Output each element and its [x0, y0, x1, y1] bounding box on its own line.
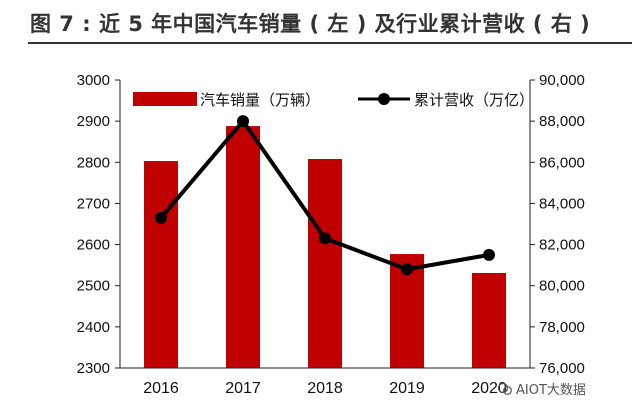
x-tick-label-2017: 2017 — [225, 380, 261, 397]
revenue-point-2016 — [155, 212, 167, 224]
revenue-point-2018 — [319, 232, 331, 244]
legend: 汽车销量（万辆） 累计营收（万亿） — [133, 91, 534, 109]
x-tick-label-2019: 2019 — [389, 380, 425, 397]
left-tick-label: 2400 — [77, 319, 110, 336]
bars-layer — [144, 126, 506, 368]
bar-2017 — [226, 126, 260, 368]
revenue-point-2019 — [401, 263, 413, 275]
legend-line-marker — [378, 93, 390, 105]
right-tick-label: 76,000 — [539, 360, 585, 377]
legend-line-label: 累计营收（万亿） — [414, 91, 534, 109]
revenue-point-2020 — [483, 249, 495, 261]
bar-2020 — [472, 273, 506, 368]
left-tick-label: 2600 — [77, 237, 110, 254]
left-tick-label: 3000 — [77, 72, 110, 89]
combo-chart: 2300 2400 2500 2600 2700 2800 2900 3000 76,000 78… — [0, 0, 640, 411]
left-tick-label: 2500 — [77, 278, 110, 295]
legend-bar-label: 汽车销量（万辆） — [200, 91, 320, 109]
right-tick-label: 80,000 — [539, 278, 585, 295]
x-tick-label-2018: 2018 — [307, 380, 343, 397]
wechat-icon — [498, 382, 512, 396]
right-tick-label: 88,000 — [539, 113, 585, 130]
right-tick-label: 82,000 — [539, 237, 585, 254]
x-tick-label-2016: 2016 — [143, 380, 179, 397]
bar-2016 — [144, 161, 178, 368]
left-tick-label: 2900 — [77, 113, 110, 130]
right-tick-label: 86,000 — [539, 154, 585, 171]
left-tick-label: 2800 — [77, 154, 110, 171]
left-tick-label: 2300 — [77, 360, 110, 377]
watermark-text: AIOT大数据 — [516, 383, 586, 398]
bar-2018 — [308, 159, 342, 368]
right-tick-label: 78,000 — [539, 319, 585, 336]
watermark: AIOT大数据 — [498, 379, 586, 398]
right-tick-label: 84,000 — [539, 195, 585, 212]
right-tick-label: 90,000 — [539, 72, 585, 89]
legend-bar-swatch — [133, 92, 197, 106]
revenue-point-2017 — [237, 115, 249, 127]
left-tick-label: 2700 — [77, 195, 110, 212]
